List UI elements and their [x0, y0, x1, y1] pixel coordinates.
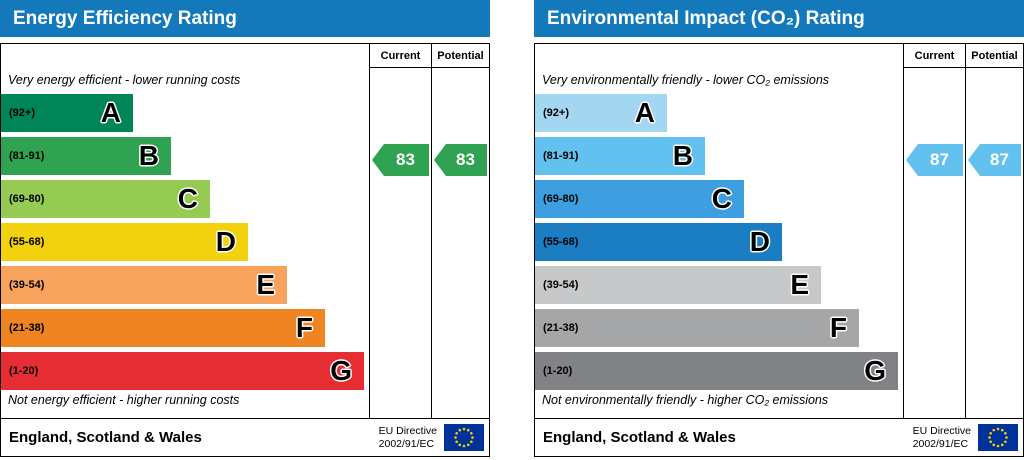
- band-letter: G: [330, 355, 352, 386]
- bottom-note: Not environmentally friendly - higher CO…: [542, 393, 829, 407]
- band-range: (92+): [543, 107, 569, 119]
- band-range: (92+): [9, 107, 35, 119]
- rating-scale: Very environmentally friendly - lower CO…: [535, 44, 903, 418]
- energy-efficiency-chart: Energy Efficiency Rating Very energy eff…: [0, 0, 490, 457]
- current-rating-arrow: 83: [372, 144, 429, 176]
- band-e: (39-54) E: [1, 266, 287, 304]
- eu-flag-icon: [978, 424, 1018, 451]
- band-f: (21-38) F: [535, 309, 859, 347]
- chart-title: Energy Efficiency Rating: [0, 0, 490, 37]
- chart-body: Very environmentally friendly - lower CO…: [534, 43, 1024, 419]
- current-column-header: Current: [370, 44, 431, 68]
- current-column: Current 83: [369, 44, 431, 418]
- band-b: (81-91) B: [1, 137, 171, 175]
- potential-rating-value: 87: [990, 150, 1009, 169]
- footer-region: England, Scotland & Wales: [9, 429, 202, 446]
- band-f: (21-38) F: [1, 309, 325, 347]
- potential-rating-arrow: 87: [968, 144, 1021, 176]
- current-column-header: Current: [904, 44, 965, 68]
- band-e: (39-54) E: [535, 266, 821, 304]
- band-letter: E: [256, 269, 275, 300]
- current-rating-value: 83: [396, 150, 415, 169]
- band-range: (1-20): [543, 365, 573, 377]
- potential-column: Potential 83: [431, 44, 489, 418]
- band-letter: B: [672, 140, 693, 171]
- band-letter: F: [295, 312, 313, 343]
- eu-flag-icon: [444, 424, 484, 451]
- environmental-impact-chart: Environmental Impact (CO₂) Rating Very e…: [534, 0, 1024, 457]
- band-letter: G: [864, 355, 886, 386]
- band-letter: B: [138, 140, 159, 171]
- band-g: (1-20) G: [1, 352, 364, 390]
- current-column: Current 87: [903, 44, 965, 418]
- potential-rating-arrow: 83: [434, 144, 487, 176]
- band-range: (69-80): [9, 193, 45, 205]
- band-g: (1-20) G: [535, 352, 898, 390]
- footer-region: England, Scotland & Wales: [543, 429, 736, 446]
- potential-column-header: Potential: [432, 44, 489, 68]
- band-letter: E: [790, 269, 809, 300]
- eu-directive-text: EU Directive 2002/91/EC: [378, 424, 437, 450]
- rating-scale: Very energy efficient - lower running co…: [1, 44, 369, 418]
- band-a: (92+) A: [1, 94, 133, 132]
- potential-column-header: Potential: [966, 44, 1023, 68]
- chart-footer: England, Scotland & Wales EU Directive 2…: [534, 419, 1024, 457]
- band-range: (81-91): [9, 150, 45, 162]
- band-letter: C: [711, 183, 732, 214]
- band-letter: A: [634, 97, 655, 128]
- band-range: (81-91): [543, 150, 579, 162]
- band-d: (55-68) D: [535, 223, 782, 261]
- band-b: (81-91) B: [535, 137, 705, 175]
- band-range: (39-54): [9, 279, 45, 291]
- potential-rating-value: 83: [456, 150, 475, 169]
- band-range: (55-68): [9, 236, 45, 248]
- top-note: Very energy efficient - lower running co…: [8, 73, 241, 87]
- band-c: (69-80) C: [535, 180, 744, 218]
- band-range: (39-54): [543, 279, 579, 291]
- band-range: (21-38): [543, 322, 579, 334]
- band-letter: D: [215, 226, 236, 257]
- current-rating-arrow: 87: [906, 144, 963, 176]
- band-a: (92+) A: [535, 94, 667, 132]
- band-range: (55-68): [543, 236, 579, 248]
- band-d: (55-68) D: [1, 223, 248, 261]
- eu-directive-text: EU Directive 2002/91/EC: [912, 424, 971, 450]
- top-note: Very environmentally friendly - lower CO…: [542, 73, 830, 87]
- chart-body: Very energy efficient - lower running co…: [0, 43, 490, 419]
- band-letter: C: [177, 183, 198, 214]
- potential-column: Potential 87: [965, 44, 1023, 418]
- chart-title: Environmental Impact (CO₂) Rating: [534, 0, 1024, 37]
- band-range: (21-38): [9, 322, 45, 334]
- chart-footer: England, Scotland & Wales EU Directive 2…: [0, 419, 490, 457]
- band-letter: D: [749, 226, 770, 257]
- band-range: (1-20): [9, 365, 39, 377]
- band-c: (69-80) C: [1, 180, 210, 218]
- band-letter: A: [100, 97, 121, 128]
- bottom-note: Not energy efficient - higher running co…: [8, 393, 240, 407]
- band-range: (69-80): [543, 193, 579, 205]
- band-letter: F: [829, 312, 847, 343]
- current-rating-value: 87: [930, 150, 949, 169]
